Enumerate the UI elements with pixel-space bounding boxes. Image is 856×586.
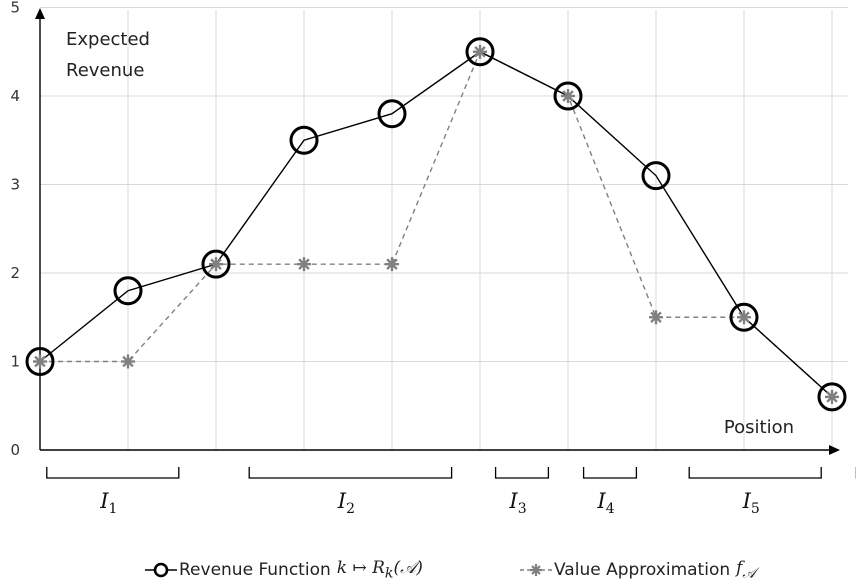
interval-letter: I xyxy=(99,489,109,513)
interval-letter: I xyxy=(596,489,606,513)
y-axis-label-line-2: Revenue xyxy=(66,60,144,81)
value-approximation-marker xyxy=(121,354,135,369)
legend-math-main: f xyxy=(736,558,743,578)
legend-label-value-approximation: Value Approximation xyxy=(554,559,731,580)
y-tick-label: 0 xyxy=(10,441,20,459)
interval-subscript: 4 xyxy=(606,501,615,517)
revenue-function-marker xyxy=(729,302,759,332)
legend-math-tail: (𝒜) xyxy=(393,558,423,578)
interval-subscript: 2 xyxy=(346,501,355,517)
legend-math-revenue-function: k ↦ Rk(𝒜) xyxy=(337,558,423,581)
interval-letter: I xyxy=(337,489,347,513)
legend-math-value-approximation: f𝒜 xyxy=(736,558,756,581)
value-approximation-marker xyxy=(737,310,751,325)
value-approximation-marker xyxy=(385,257,399,272)
series-lines xyxy=(39,50,833,398)
interval-subscript: 3 xyxy=(518,501,527,517)
x-axis-label: Position xyxy=(724,417,794,438)
interval-label: I1 xyxy=(99,489,117,517)
interval-subscript: 1 xyxy=(108,501,117,517)
y-tick-label: 3 xyxy=(10,176,20,194)
y-axis-arrowhead xyxy=(35,8,45,19)
marker-stroke xyxy=(34,355,46,368)
legend: Revenue Function k ↦ Rk(𝒜) Value Approxi… xyxy=(0,558,856,582)
value-approximation-marker xyxy=(473,44,487,59)
marker-stroke xyxy=(826,391,838,403)
revenue-function-marker xyxy=(113,276,143,306)
revenue-function-marker xyxy=(465,37,495,67)
legend-item-revenue-function: Revenue Function k ↦ Rk(𝒜) xyxy=(143,558,423,581)
interval-bracket xyxy=(494,467,550,479)
interval-letter: I xyxy=(742,489,752,513)
marker-stroke xyxy=(210,258,222,270)
value-approximation-marker xyxy=(561,89,575,103)
marker-stroke xyxy=(738,311,750,323)
revenue-function-marker xyxy=(25,347,55,376)
interval-bracket xyxy=(248,467,453,479)
interval-bracket xyxy=(582,467,638,479)
revenue-function-marker xyxy=(553,81,583,111)
interval-letter: I xyxy=(508,489,518,513)
interval-bracket xyxy=(46,467,180,479)
y-tick-labels: 0 1 2 3 4 5 xyxy=(10,0,20,459)
value-approximation-marker xyxy=(649,310,663,325)
series-markers xyxy=(25,37,847,412)
revenue-function-marker xyxy=(289,125,319,155)
marker-stroke xyxy=(562,90,574,102)
interval-brackets: I1I2I3I4I5I6 xyxy=(46,467,856,517)
value-approximation-marker xyxy=(297,257,311,272)
legend-math-sub: 𝒜 xyxy=(742,565,756,582)
y-tick-label: 5 xyxy=(10,0,20,17)
value-approximation-marker xyxy=(825,389,839,404)
y-axis-label-line-1: Expected xyxy=(66,29,150,50)
series-line-revenue-function xyxy=(39,50,833,398)
revenue-function-marker xyxy=(641,161,671,191)
axes xyxy=(35,8,840,455)
legend-swatch-dashed-star xyxy=(520,563,552,576)
marker-stroke xyxy=(650,311,662,323)
series-line-value-approximation xyxy=(40,50,833,398)
interval-label: I3 xyxy=(508,489,526,517)
grid xyxy=(40,7,848,450)
legend-item-value-approximation: Value Approximation f𝒜 xyxy=(518,558,756,581)
interval-label: I4 xyxy=(596,489,614,517)
revenue-function-marker xyxy=(817,382,847,412)
y-tick-label: 1 xyxy=(10,353,20,371)
marker-stroke xyxy=(122,355,134,368)
interval-subscript: 5 xyxy=(751,501,760,517)
interval-label: I2 xyxy=(337,489,355,517)
revenue-function-marker xyxy=(377,99,407,129)
legend-math-main: k ↦ R xyxy=(336,558,385,578)
legend-label-revenue-function: Revenue Function xyxy=(179,559,331,580)
marker-stroke xyxy=(386,258,398,270)
value-approximation-marker xyxy=(209,257,223,272)
legend-swatch-solid-circle xyxy=(145,562,177,577)
interval-label: I5 xyxy=(742,489,760,517)
y-tick-label: 2 xyxy=(10,264,20,282)
x-axis-arrowhead xyxy=(829,445,840,455)
y-tick-label: 4 xyxy=(10,87,20,105)
marker-stroke xyxy=(298,258,310,270)
revenue-function-marker xyxy=(201,249,231,279)
legend-math-sub: k xyxy=(384,565,394,582)
marker-stroke xyxy=(474,46,486,58)
value-approximation-marker xyxy=(33,354,47,369)
interval-bracket xyxy=(688,467,822,479)
